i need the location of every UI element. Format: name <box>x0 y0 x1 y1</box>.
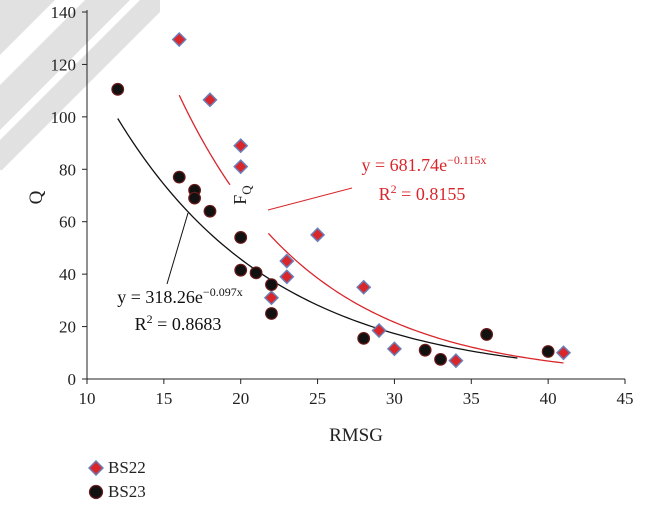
fit-curve-bs23 <box>117 118 518 359</box>
y-tick-label: 20 <box>59 318 76 337</box>
equation-base: y = 318.26e <box>117 287 203 307</box>
watermark-decoration <box>0 0 160 170</box>
y-tick-label: 80 <box>59 160 76 179</box>
point-bs22 <box>448 353 464 369</box>
point-bs22 <box>279 269 295 285</box>
x-tick-label: 25 <box>309 389 326 408</box>
equation-exponent: −0.115x <box>447 153 486 167</box>
axes: 10 15 20 25 30 35 40 45 0 20 40 60 80 100 120 140 RMSG Q <box>26 3 634 446</box>
point-bs23 <box>172 170 186 184</box>
bs23-fit-r-squared: R2 = 0.8683 <box>135 312 222 334</box>
point-bs22 <box>371 322 387 339</box>
r2-superscript: 2 <box>147 312 153 326</box>
fq-subscript: Q <box>239 185 254 195</box>
fit-curve-bs22 <box>178 94 231 186</box>
y-tick-label: 60 <box>59 213 76 232</box>
point-bs22 <box>263 290 280 306</box>
r2-base: R <box>379 184 391 204</box>
point-bs22 <box>233 138 249 154</box>
bs22-leader-line <box>267 187 353 211</box>
x-tick-label: 20 <box>232 389 249 408</box>
y-axis-title: Q <box>26 190 47 204</box>
point-bs22 <box>555 345 572 361</box>
point-bs23 <box>111 82 125 96</box>
point-bs22 <box>171 31 187 48</box>
point-bs23 <box>357 331 371 345</box>
point-bs23 <box>234 231 248 244</box>
y-tick-label: 120 <box>51 55 77 74</box>
x-tick-label: 35 <box>463 389 480 408</box>
y-tick-label: 40 <box>59 265 76 284</box>
circle-marker-icon <box>88 484 104 500</box>
legend-label-bs23: BS23 <box>108 482 146 501</box>
x-tick-label: 10 <box>79 389 96 408</box>
bs22-fit-equation: y = 681.74e−0.115x <box>362 153 487 175</box>
r2-value: = 0.8155 <box>397 184 466 204</box>
point-bs23 <box>249 266 263 280</box>
legend-item-bs23: BS23 <box>88 480 146 504</box>
r2-superscript: 2 <box>391 182 397 196</box>
equation-exponent: −0.097x <box>203 285 243 299</box>
point-bs23 <box>188 191 202 205</box>
x-tick-label: 30 <box>386 389 403 408</box>
point-bs22 <box>233 159 249 175</box>
point-bs22 <box>279 253 295 269</box>
x-tick-label: 45 <box>617 389 634 408</box>
r2-base: R <box>135 314 147 334</box>
bs23-fit-equation: y = 318.26e−0.097x <box>117 285 242 307</box>
fq-base: F <box>230 195 250 205</box>
legend-label-bs22: BS22 <box>108 458 146 477</box>
point-bs22 <box>356 279 372 295</box>
bs23-leader-line <box>166 212 189 285</box>
diamond-marker-icon <box>88 460 104 476</box>
x-tick-label: 15 <box>155 389 172 408</box>
point-bs23 <box>265 278 278 292</box>
legend-item-bs22: BS22 <box>88 456 146 480</box>
bs22-fit-r-squared: R2 = 0.8155 <box>379 182 466 204</box>
point-bs23 <box>418 343 432 357</box>
point-bs23 <box>234 263 248 277</box>
x-tick-label: 40 <box>540 389 557 408</box>
fit-curves <box>117 94 564 364</box>
point-bs23 <box>480 328 494 341</box>
point-bs23 <box>541 345 555 358</box>
y-tick-label: 100 <box>51 108 77 127</box>
data-points <box>111 31 572 369</box>
point-bs22 <box>386 341 402 357</box>
fit-curve-bs22 <box>267 232 564 364</box>
equation-base: y = 681.74e <box>362 155 448 175</box>
x-axis-title: RMSG <box>329 425 383 446</box>
point-bs23 <box>203 204 217 218</box>
point-bs22 <box>310 227 326 243</box>
legend: BS22 BS23 <box>88 456 146 504</box>
y-tick-label: 140 <box>51 3 77 22</box>
point-bs23 <box>434 352 447 366</box>
point-bs22 <box>202 92 218 108</box>
point-bs23 <box>265 307 278 320</box>
fq-label: FQ <box>230 185 254 205</box>
r2-value: = 0.8683 <box>153 314 222 334</box>
y-tick-label: 0 <box>68 370 77 389</box>
